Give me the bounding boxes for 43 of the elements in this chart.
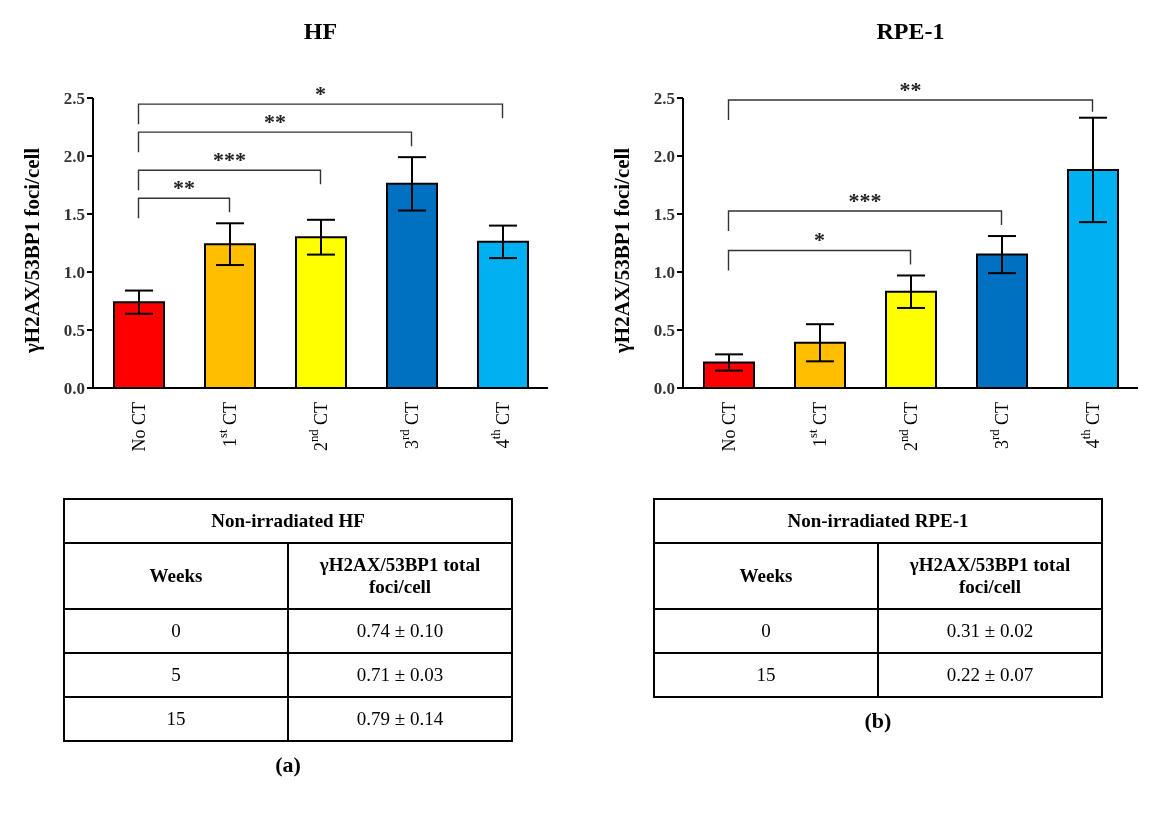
annotation: ** (173, 175, 195, 201)
text: 0.79 ± 0.14 (288, 697, 512, 741)
y-tick-label: 0.0 (63, 379, 85, 399)
text: (b) (864, 708, 892, 734)
y-tick-label: 0.0 (653, 379, 675, 399)
y-axis-title: γH2AX/53BP1 foci/cell (610, 147, 635, 354)
y-axis-title: γH2AX/53BP1 foci/cell (20, 147, 45, 354)
y-tick-label: 0.5 (63, 321, 85, 341)
chart-title: RPE-1 (875, 18, 946, 45)
y-tick-label: 1.5 (63, 205, 85, 225)
text: 0.31 ± 0.02 (878, 609, 1102, 653)
text: 15 (654, 653, 878, 697)
text: 0 (654, 609, 878, 653)
text: γH2AX/53BP1 total foci/cell (288, 543, 512, 609)
text: 0.22 ± 0.07 (878, 653, 1102, 697)
annotation: ** (899, 77, 922, 102)
annotation: ** (264, 109, 286, 135)
y-tick-label: 0.5 (653, 321, 675, 341)
y-tick-label: 2.0 (63, 147, 85, 167)
text: 0.74 ± 0.10 (288, 609, 512, 653)
y-tick-label: 2.5 (653, 89, 675, 109)
x-tick-label: No CT (718, 402, 739, 452)
y-tick-label: 1.0 (63, 263, 85, 283)
annotation: * (814, 227, 825, 253)
text: Weeks (64, 543, 288, 609)
text: γH2AX/53BP1 total foci/cell (878, 543, 1102, 609)
x-tick-label: No CT (128, 402, 149, 452)
text: Non-irradiated RPE-1 (654, 499, 1102, 543)
text: 5 (64, 653, 288, 697)
chart-title: HF (302, 18, 339, 45)
text: 0 (64, 609, 288, 653)
y-tick-label: 1.5 (653, 205, 675, 225)
annotation: * (315, 81, 326, 107)
text: Non-irradiated HF (64, 499, 512, 543)
y-tick-label: 2.5 (63, 89, 85, 109)
annotation: *** (213, 147, 246, 173)
text: (a) (275, 752, 301, 778)
y-tick-label: 1.0 (653, 263, 675, 283)
y-tick-label: 2.0 (653, 147, 675, 167)
annotation: *** (848, 188, 882, 214)
text: 0.71 ± 0.03 (288, 653, 512, 697)
text: Weeks (654, 543, 878, 609)
text: 15 (64, 697, 288, 741)
